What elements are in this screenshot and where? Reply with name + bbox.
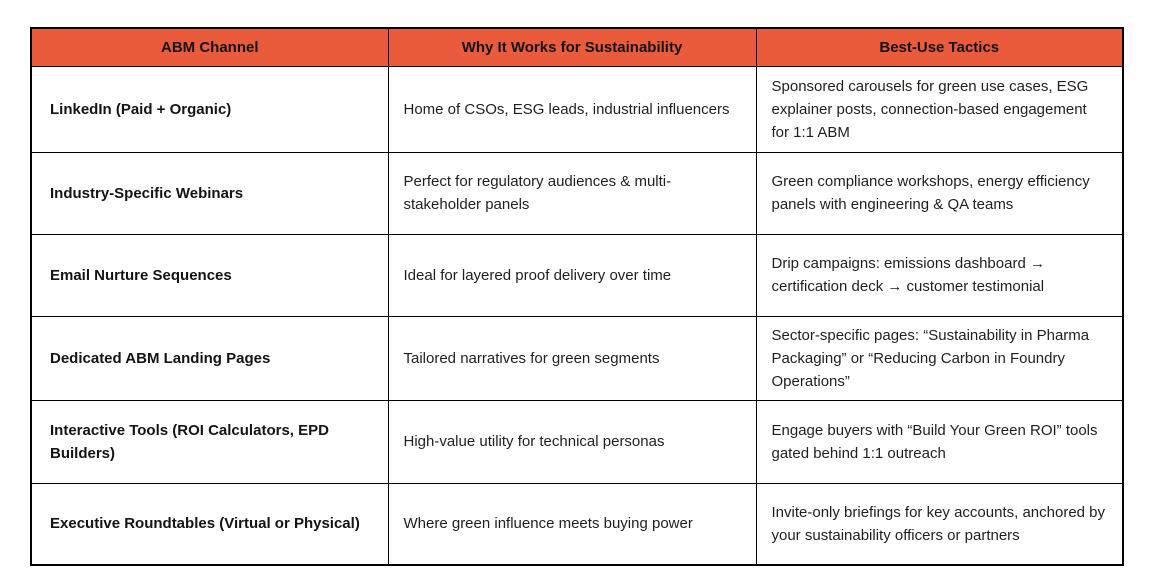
header-row: ABM Channel Why It Works for Sustainabil… xyxy=(30,27,1124,67)
table-row-executive-roundtables: Executive Roundtables (Virtual or Physic… xyxy=(30,482,1124,566)
cell-why: Ideal for layered proof delivery over ti… xyxy=(387,233,757,317)
abm-channels-table: ABM Channel Why It Works for Sustainabil… xyxy=(30,27,1124,566)
table-row-webinars: Industry-Specific Webinars Perfect for r… xyxy=(30,151,1124,235)
header-cell-abm-channel: ABM Channel xyxy=(30,27,389,67)
cell-tactics: Sector-specific pages: “Sustainability i… xyxy=(755,315,1124,401)
cell-channel: Interactive Tools (ROI Calculators, EPD … xyxy=(30,399,389,484)
cell-channel: Dedicated ABM Landing Pages xyxy=(30,315,389,401)
header-cell-best-use-tactics: Best-Use Tactics xyxy=(755,27,1124,67)
cell-channel: LinkedIn (Paid + Organic) xyxy=(30,65,389,153)
cell-why: Where green influence meets buying power xyxy=(387,482,757,566)
table-row-interactive-tools: Interactive Tools (ROI Calculators, EPD … xyxy=(30,399,1124,484)
table-container: ABM Channel Why It Works for Sustainabil… xyxy=(30,27,1124,566)
cell-tactics: Invite-only briefings for key accounts, … xyxy=(755,482,1124,566)
header-cell-why-it-works: Why It Works for Sustainability xyxy=(387,27,757,67)
cell-why: High-value utility for technical persona… xyxy=(387,399,757,484)
cell-tactics: Engage buyers with “Build Your Green ROI… xyxy=(755,399,1124,484)
table-row-linkedin: LinkedIn (Paid + Organic) Home of CSOs, … xyxy=(30,65,1124,153)
table-row-email-nurture: Email Nurture Sequences Ideal for layere… xyxy=(30,233,1124,317)
cell-channel: Executive Roundtables (Virtual or Physic… xyxy=(30,482,389,566)
cell-why: Perfect for regulatory audiences & multi… xyxy=(387,151,757,235)
cell-channel: Industry-Specific Webinars xyxy=(30,151,389,235)
cell-tactics: Green compliance workshops, energy effic… xyxy=(755,151,1124,235)
table-row-landing-pages: Dedicated ABM Landing Pages Tailored nar… xyxy=(30,315,1124,401)
cell-tactics: Drip campaigns: emissions dashboard → ce… xyxy=(755,233,1124,317)
cell-why: Tailored narratives for green segments xyxy=(387,315,757,401)
cell-why: Home of CSOs, ESG leads, industrial infl… xyxy=(387,65,757,153)
cell-channel: Email Nurture Sequences xyxy=(30,233,389,317)
cell-tactics: Sponsored carousels for green use cases,… xyxy=(755,65,1124,153)
